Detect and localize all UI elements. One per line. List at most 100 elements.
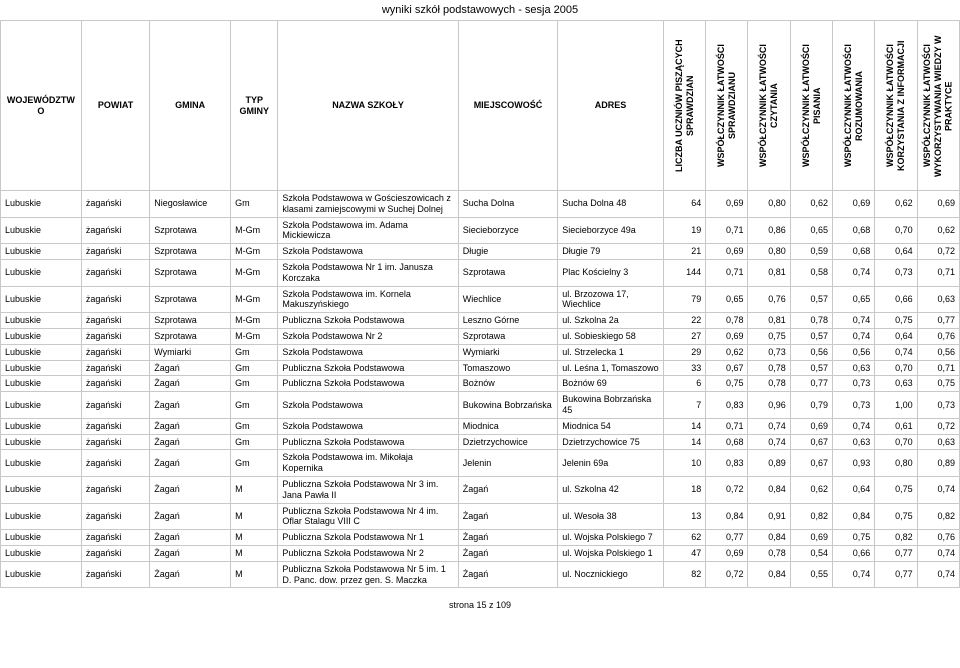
table-cell-numeric: 0,75: [748, 328, 790, 344]
table-cell: Szprotawa: [150, 328, 231, 344]
table-cell: Żagań: [150, 360, 231, 376]
table-cell-numeric: 0,77: [875, 561, 917, 588]
table-cell: Wymiarki: [458, 344, 558, 360]
table-cell: Lubuskie: [1, 503, 82, 530]
table-cell: żagański: [81, 344, 149, 360]
table-cell: Żagań: [150, 376, 231, 392]
table-cell-numeric: 0,69: [706, 244, 748, 260]
table-cell-numeric: 0,73: [833, 392, 875, 419]
table-cell-numeric: 0,66: [875, 286, 917, 313]
table-cell-numeric: 82: [663, 561, 705, 588]
col-wsp-korzystania: WSPÓŁCZYNNIK ŁATWOŚCI KORZYSTANIA Z INFO…: [875, 21, 917, 191]
table-cell-numeric: 0,80: [748, 191, 790, 218]
table-cell-numeric: 64: [663, 191, 705, 218]
table-cell: ul. Wesoła 38: [558, 503, 664, 530]
table-cell: Gm: [231, 191, 278, 218]
table-row: LubuskieżagańskiŻagańGmSzkoła Podstawowa…: [1, 392, 960, 419]
table-cell: Szprotawa: [150, 217, 231, 244]
table-cell: Lubuskie: [1, 344, 82, 360]
table-cell: Szkoła Podstawowa: [278, 244, 458, 260]
table-cell: Gm: [231, 376, 278, 392]
table-cell-numeric: 0,70: [875, 217, 917, 244]
table-cell: Żagań: [458, 530, 558, 546]
table-cell: Lubuskie: [1, 191, 82, 218]
table-cell-numeric: 0,77: [790, 376, 832, 392]
table-cell-numeric: 0,56: [833, 344, 875, 360]
table-cell: Gm: [231, 392, 278, 419]
table-cell-numeric: 0,77: [917, 313, 959, 329]
table-cell-numeric: 0,70: [875, 434, 917, 450]
table-cell: żagański: [81, 313, 149, 329]
table-cell-numeric: 0,55: [790, 561, 832, 588]
table-cell-numeric: 0,57: [790, 286, 832, 313]
table-cell: Gm: [231, 418, 278, 434]
table-cell-numeric: 0,76: [748, 286, 790, 313]
table-cell-numeric: 33: [663, 360, 705, 376]
table-cell-numeric: 0,84: [748, 530, 790, 546]
table-cell: M-Gm: [231, 259, 278, 286]
table-cell: Lubuskie: [1, 360, 82, 376]
col-nazwa: NAZWA SZKOŁY: [278, 21, 458, 191]
table-cell-numeric: 0,81: [748, 313, 790, 329]
table-cell-numeric: 0,63: [917, 434, 959, 450]
table-cell: Lubuskie: [1, 244, 82, 260]
table-cell-numeric: 0,62: [917, 217, 959, 244]
table-cell-numeric: 0,83: [706, 450, 748, 477]
table-cell: Szkoła Podstawowa w Gościeszowicach z kl…: [278, 191, 458, 218]
table-row: LubuskieżagańskiŻagańGmSzkoła Podstawowa…: [1, 450, 960, 477]
col-gmina: GMINA: [150, 21, 231, 191]
table-cell: M: [231, 561, 278, 588]
table-cell-numeric: 0,75: [875, 476, 917, 503]
table-cell: M-Gm: [231, 328, 278, 344]
table-cell: ul. Brzozowa 17, Wiechlice: [558, 286, 664, 313]
table-cell: Publiczna Szkoła Podstawowa: [278, 360, 458, 376]
table-cell-numeric: 0,71: [917, 259, 959, 286]
table-cell: Lubuskie: [1, 530, 82, 546]
table-cell-numeric: 0,76: [917, 328, 959, 344]
table-cell: Żagań: [150, 476, 231, 503]
table-cell: Lubuskie: [1, 434, 82, 450]
table-cell: Szkoła Podstawowa Nr 1 im. Janusza Korcz…: [278, 259, 458, 286]
table-cell: Lubuskie: [1, 376, 82, 392]
table-row: LubuskieżagańskiŻagańMPubliczna Szkoła P…: [1, 503, 960, 530]
table-cell: Bożnów 69: [558, 376, 664, 392]
table-cell-numeric: 0,67: [790, 434, 832, 450]
table-cell-numeric: 18: [663, 476, 705, 503]
table-cell: Gm: [231, 450, 278, 477]
table-cell: Lubuskie: [1, 450, 82, 477]
table-cell: żagański: [81, 376, 149, 392]
table-cell-numeric: 0,78: [706, 313, 748, 329]
table-row: LubuskieżagańskiŻagańGmSzkoła Podstawowa…: [1, 418, 960, 434]
table-cell-numeric: 0,86: [748, 217, 790, 244]
table-cell-numeric: 0,75: [875, 503, 917, 530]
table-row: LubuskieżagańskiŻagańMPubliczna Szkoła P…: [1, 561, 960, 588]
table-cell: Lubuskie: [1, 392, 82, 419]
table-cell-numeric: 0,56: [790, 344, 832, 360]
table-cell: Jelenin 69a: [558, 450, 664, 477]
table-cell-numeric: 0,67: [706, 360, 748, 376]
table-cell-numeric: 0,72: [917, 418, 959, 434]
table-cell-numeric: 0,84: [833, 503, 875, 530]
table-cell-numeric: 0,57: [790, 328, 832, 344]
table-cell-numeric: 0,67: [790, 450, 832, 477]
table-cell: Siecieborzyce: [458, 217, 558, 244]
table-cell: Szkoła Podstawowa im. Kornela Makuszyńsk…: [278, 286, 458, 313]
table-cell: żagański: [81, 476, 149, 503]
table-cell-numeric: 0,74: [748, 434, 790, 450]
table-cell-numeric: 0,65: [833, 286, 875, 313]
table-cell: Bożnów: [458, 376, 558, 392]
table-cell-numeric: 0,82: [875, 530, 917, 546]
page-footer: strona 15 z 109: [0, 588, 960, 616]
table-cell: żagański: [81, 286, 149, 313]
table-cell-numeric: 0,80: [748, 244, 790, 260]
table-cell: Żagań: [458, 503, 558, 530]
table-cell-numeric: 0,72: [917, 244, 959, 260]
table-cell: ul. Nocznickiego: [558, 561, 664, 588]
table-cell-numeric: 0,71: [917, 360, 959, 376]
table-cell-numeric: 0,75: [706, 376, 748, 392]
table-cell-numeric: 0,96: [748, 392, 790, 419]
table-cell: Szprotawa: [150, 259, 231, 286]
table-cell-numeric: 0,74: [833, 561, 875, 588]
table-cell-numeric: 0,84: [748, 476, 790, 503]
table-cell: Szprotawa: [150, 286, 231, 313]
